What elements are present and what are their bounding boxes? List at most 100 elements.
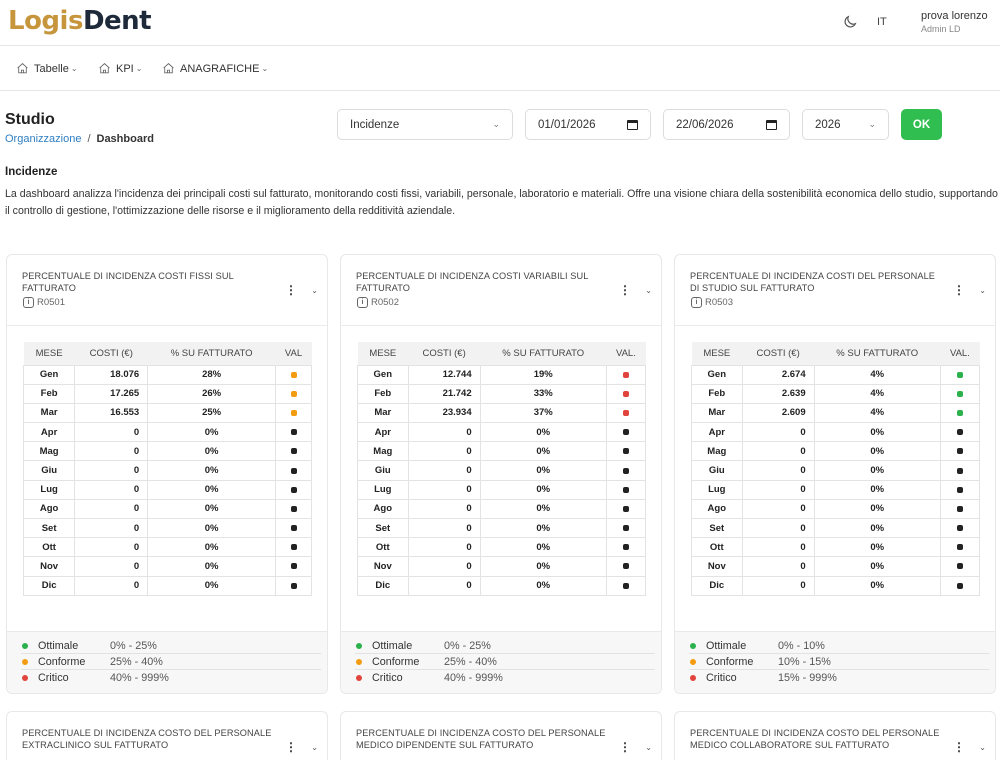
cell-status [939,402,981,424]
legend-range: 40% - 999% [444,672,503,684]
category-value: Incidenze [350,118,400,131]
nav-item-kpi[interactable]: KPI ⌄ [98,62,142,75]
status-dot [956,409,963,416]
cell-cost: 0 [407,479,481,500]
user-name[interactable]: prova lorenzo [921,10,988,22]
cell-cost: 0 [74,441,149,462]
card-code: i R0503 [691,297,733,308]
more-options-icon[interactable]: ⋮ [285,283,297,297]
cell-status [275,479,312,500]
legend-dot [356,675,362,681]
date-from-input[interactable]: 01/01/2026 [525,109,651,140]
table-row: Feb 2.639 4% [691,383,981,404]
chevron-down-icon[interactable]: ⌄ [311,286,318,295]
calendar-icon[interactable] [766,119,777,130]
table-row: Set 0 0% [22,517,312,539]
home-icon [163,63,174,74]
year-select[interactable]: 2026 ⌄ [802,109,889,140]
chevron-down-icon[interactable]: ⌄ [979,286,986,295]
ok-button[interactable]: OK [901,109,942,140]
table-row: Dic 0 0% [691,575,981,596]
cell-status [939,383,981,404]
cell-month: Gen [22,364,76,385]
table-row: Gen 2.674 4% [691,364,981,385]
info-icon[interactable]: i [357,297,368,308]
cell-percent: 0% [813,422,941,443]
cell-month: Apr [691,422,743,443]
chevron-down-icon[interactable]: ⌄ [645,743,652,752]
breadcrumb-parent[interactable]: Organizzazione [5,133,82,145]
table-row: Giu 0 0% [22,460,312,481]
legend-row: Conforme 10% - 15% [689,654,989,670]
cell-percent: 0% [147,556,277,577]
cell-cost: 0 [741,517,815,539]
status-dot [290,390,297,397]
more-options-icon[interactable]: ⋮ [285,740,297,754]
logo[interactable]: LogisDent [8,6,152,36]
cell-percent: 19% [479,364,607,385]
language-selector[interactable]: IT [877,16,887,28]
cell-status [605,402,647,424]
legend: Ottimale 0% - 25% Conforme 25% - 40% Cri… [341,631,661,693]
cell-cost: 0 [74,479,149,500]
cell-month: Mar [357,402,409,424]
cell-status [939,364,981,385]
chevron-down-icon[interactable]: ⌄ [311,743,318,752]
table-row: Mag 0 0% [691,441,981,462]
cell-percent: 0% [479,498,607,520]
status-dot [290,467,297,474]
more-options-icon[interactable]: ⋮ [953,740,965,754]
chevron-down-icon: ⌄ [261,64,269,73]
legend-dot [356,658,362,665]
table-row: Giu 0 0% [691,460,981,481]
chevron-down-icon[interactable]: ⌄ [979,743,986,752]
status-dot [290,371,297,378]
cell-month: Lug [22,479,76,500]
cell-cost: 16.553 [74,402,149,424]
cell-status [275,402,312,424]
status-dot [290,486,297,493]
table-row: Dic 0 0% [357,575,647,596]
status-dot [622,582,629,589]
cell-cost: 0 [407,422,481,443]
cell-percent: 26% [147,383,277,404]
cell-status [275,498,312,520]
cell-month: Ago [357,498,409,520]
cell-month: Ago [691,498,743,520]
cell-cost: 21.742 [407,383,481,404]
chevron-down-icon[interactable]: ⌄ [645,286,652,295]
legend-row: Conforme 25% - 40% [355,654,655,670]
cell-percent: 0% [813,479,941,500]
status-dot [622,486,629,493]
cell-percent: 0% [147,460,277,481]
info-icon[interactable]: i [691,297,702,308]
cell-percent: 0% [147,422,277,443]
category-select[interactable]: Incidenze ⌄ [337,109,513,140]
cell-percent: 0% [479,556,607,577]
table-row: Ago 0 0% [691,498,981,520]
more-options-icon[interactable]: ⋮ [619,283,631,297]
cell-month: Dic [357,575,409,596]
more-options-icon[interactable]: ⋮ [953,283,965,297]
cell-cost: 17.265 [74,383,149,404]
calendar-icon[interactable] [627,119,638,130]
legend-dot [356,642,362,649]
table-row: Feb 21.742 33% [357,383,647,404]
status-dot [956,467,963,474]
cell-month: Ago [22,498,76,520]
chevron-down-icon: ⌄ [70,64,78,73]
nav-item-tabelle[interactable]: Tabelle ⌄ [16,62,78,75]
more-options-icon[interactable]: ⋮ [619,740,631,754]
cell-percent: 28% [147,364,277,385]
status-dot [956,582,963,589]
cell-month: Ott [357,537,409,558]
moon-icon[interactable] [842,14,858,30]
cell-percent: 25% [147,402,277,424]
card-title: PERCENTUALE DI INCIDENZA COSTO DEL PERSO… [690,728,940,750]
cell-status [939,498,981,520]
date-to-input[interactable]: 22/06/2026 [663,109,790,140]
cell-month: Feb [357,383,409,404]
cell-cost: 2.674 [741,364,815,385]
nav-item-anagrafiche[interactable]: ANAGRAFICHE ⌄ [162,62,268,75]
info-icon[interactable]: i [23,297,34,308]
